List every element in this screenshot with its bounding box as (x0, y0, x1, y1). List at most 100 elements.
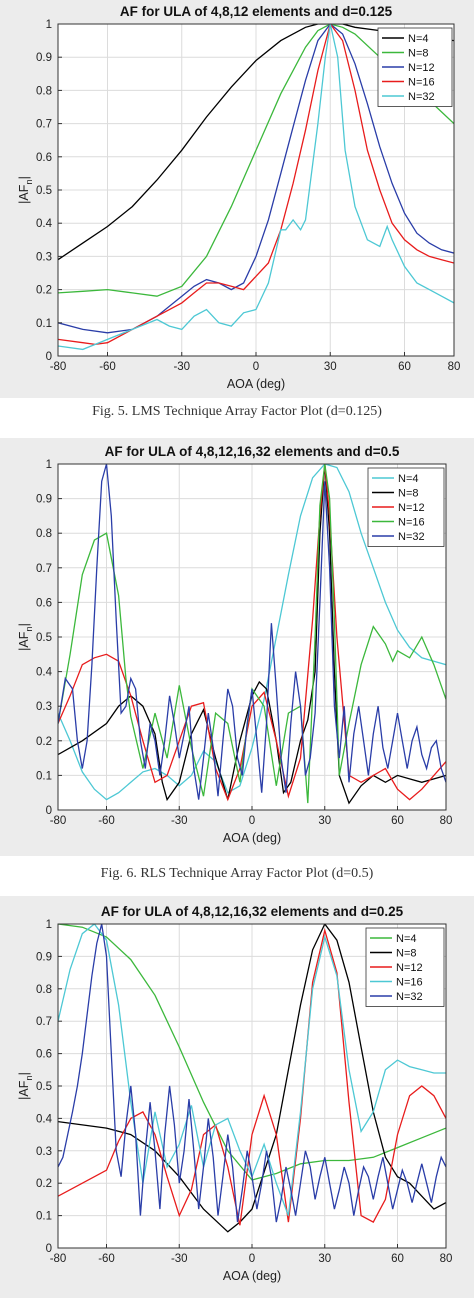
x-tick-label: 80 (440, 1253, 453, 1265)
x-tick-label: -30 (171, 1253, 188, 1265)
x-tick-label: -30 (171, 815, 188, 827)
y-axis-label-end: | (17, 176, 31, 179)
y-tick-label: 0.4 (36, 667, 53, 679)
y-tick-label: 0.3 (36, 1146, 52, 1158)
series-line-n32 (58, 924, 446, 1223)
y-tick-label: 0.9 (36, 52, 52, 64)
y-tick-label: 1 (46, 919, 52, 931)
y-tick-label: 0 (46, 1243, 52, 1255)
y-tick-label: 0.7 (36, 1016, 52, 1028)
y-tick-label: 0.5 (36, 185, 52, 197)
legend-label: N=16 (408, 77, 435, 89)
y-tick-label: 0.7 (36, 563, 52, 575)
x-tick-label: -80 (50, 361, 67, 373)
chart-lms-d0125: -80 -60 -30 0 30 60 80 0 0.1 0.2 0.3 0.4 0.5 0.6 0.7 0.… (17, 4, 461, 391)
x-tick-label: 60 (391, 1253, 404, 1265)
x-tick-label: 80 (448, 361, 461, 373)
chart-title: AF for ULA of 4,8,12,16,32 elements and … (101, 904, 404, 919)
series-line-n32 (58, 464, 446, 800)
legend-label: N=4 (396, 933, 417, 945)
y-tick-label: 1 (46, 19, 52, 31)
y-tick-label: 0.6 (36, 1049, 52, 1061)
y-axis-label: |AFn| (17, 1072, 35, 1100)
legend-label: N=16 (398, 517, 425, 529)
x-tick-label: -80 (50, 1253, 67, 1265)
y-tick-label: 0.5 (36, 1081, 52, 1093)
legend-label: N=12 (396, 962, 423, 974)
x-tick-label: 60 (398, 361, 411, 373)
legend-label: N=8 (398, 488, 419, 500)
y-tick-label: 0.8 (36, 984, 52, 996)
x-axis-label: AOA (deg) (227, 377, 285, 391)
x-tick-label: 0 (249, 815, 255, 827)
x-tick-label: 0 (253, 361, 259, 373)
legend-label: N=12 (398, 502, 425, 514)
chart-title: AF for ULA of 4,8,12,16,32 elements and … (105, 444, 400, 459)
figure-caption-5: Fig. 5. LMS Technique Array Factor Plot … (92, 404, 382, 419)
x-tick-label: 30 (324, 361, 337, 373)
legend-label: N=32 (408, 91, 435, 103)
y-axis-label: |AFn| (17, 176, 35, 204)
y-axis-label-main: |AF (17, 631, 31, 651)
x-tick-label: 30 (318, 815, 331, 827)
y-tick-label: 0.7 (36, 119, 52, 131)
y-axis-label-main: |AF (17, 184, 31, 204)
legend-label: N=4 (408, 33, 429, 45)
x-tick-label: 80 (440, 815, 453, 827)
x-axis-label: AOA (deg) (223, 831, 281, 845)
y-tick-label: 0.1 (36, 318, 52, 330)
x-tick-label: -30 (173, 361, 190, 373)
y-tick-label: 0 (46, 805, 52, 817)
x-tick-label: 60 (391, 815, 404, 827)
y-axis-label-main: |AF (17, 1080, 31, 1100)
y-tick-label: 0.6 (36, 597, 52, 609)
y-axis-label-end: | (17, 1072, 31, 1075)
y-axis-label-sub: n (24, 179, 35, 184)
y-tick-label: 0.1 (36, 1211, 52, 1223)
y-axis-label-sub: n (24, 626, 35, 631)
y-tick-label: 0.2 (36, 736, 52, 748)
series-line-n16 (58, 464, 446, 804)
chart-rls-d05: -80 -60 -30 0 30 60 80 0 0.1 0.2 0.3 0.4 0.5 0.6 0.7 0.… (17, 444, 453, 845)
y-tick-label: 0.1 (36, 770, 52, 782)
series-line-n12 (58, 927, 446, 1226)
y-tick-label: 0.4 (36, 1113, 53, 1125)
legend-label: N=16 (396, 977, 423, 989)
legend-label: N=12 (408, 62, 435, 74)
chart-title: AF for ULA of 4,8,12 elements and d=0.12… (120, 4, 393, 19)
y-tick-label: 0.2 (36, 285, 52, 297)
chart-d025: -80 -60 -30 0 30 60 80 0 0.1 0.2 0.3 0.4 0.5 0.6 0.7 0.… (17, 904, 453, 1283)
y-tick-label: 0.6 (36, 152, 52, 164)
series-line-n8 (58, 924, 446, 1233)
figure-caption-6: Fig. 6. RLS Technique Array Factor Plot … (100, 866, 374, 881)
series-line-n4 (58, 464, 446, 801)
x-tick-label: 0 (249, 1253, 255, 1265)
y-tick-label: 0.8 (36, 528, 52, 540)
legend-label: N=32 (398, 531, 425, 543)
legend-label: N=8 (396, 948, 417, 960)
legend-label: N=8 (408, 48, 429, 60)
x-axis-label: AOA (deg) (223, 1269, 281, 1283)
y-tick-label: 0.3 (36, 251, 52, 263)
y-tick-label: 0.3 (36, 701, 52, 713)
y-axis-label-end: | (17, 623, 31, 626)
y-tick-label: 0.5 (36, 632, 52, 644)
y-tick-label: 0.9 (36, 951, 52, 963)
y-tick-label: 0.9 (36, 494, 52, 506)
x-tick-label: -80 (50, 815, 67, 827)
y-axis-label: |AFn| (17, 623, 35, 651)
legend-label: N=32 (396, 991, 423, 1003)
y-tick-label: 0.4 (36, 218, 53, 230)
x-tick-label: 30 (318, 1253, 331, 1265)
y-tick-label: 1 (46, 459, 52, 471)
y-tick-label: 0.2 (36, 1178, 52, 1190)
y-axis-label-sub: n (24, 1075, 35, 1080)
x-tick-label: -60 (99, 361, 116, 373)
legend-label: N=4 (398, 473, 419, 485)
y-tick-label: 0.8 (36, 85, 52, 97)
x-tick-label: -60 (98, 1253, 115, 1265)
y-tick-label: 0 (46, 351, 52, 363)
series-line-n32 (58, 24, 454, 351)
x-tick-label: -60 (98, 815, 115, 827)
series-line-n12 (58, 24, 454, 334)
